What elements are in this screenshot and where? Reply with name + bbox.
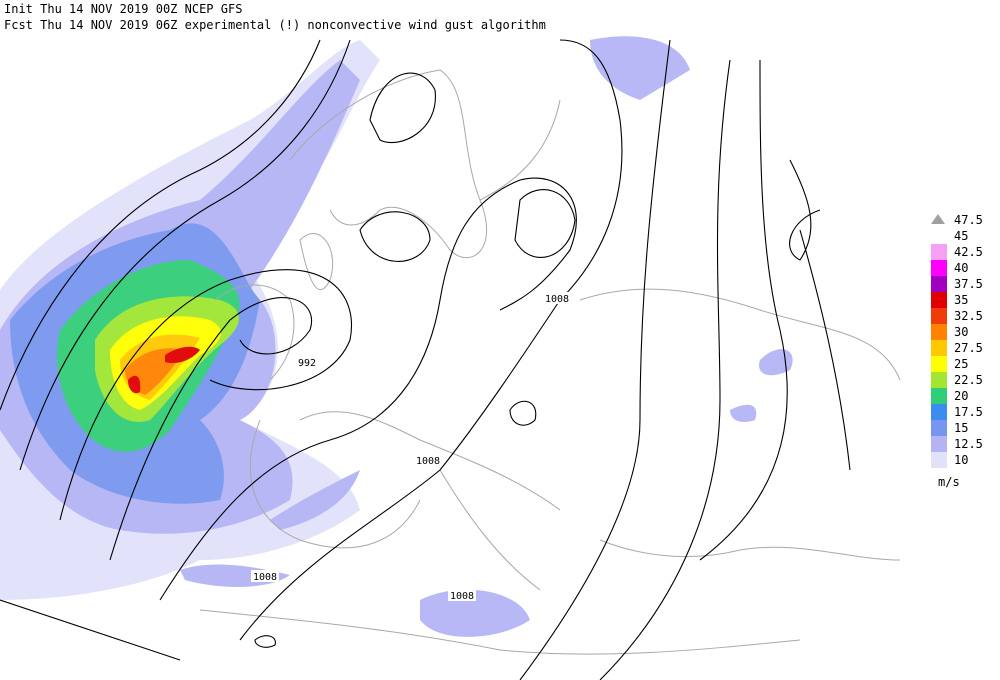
legend-swatch xyxy=(931,244,947,260)
legend-label: 35 xyxy=(954,293,968,307)
legend-swatch xyxy=(931,260,947,276)
legend-label: 42.5 xyxy=(954,245,983,259)
legend-label: 30 xyxy=(954,325,968,339)
legend-swatch xyxy=(931,308,947,324)
gust-shading xyxy=(0,36,793,637)
legend-label: 15 xyxy=(954,421,968,435)
legend-label: 45 xyxy=(954,229,968,243)
legend-label: 22.5 xyxy=(954,373,983,387)
legend-swatch xyxy=(931,228,947,244)
gust-patches xyxy=(180,36,793,637)
isobar-label: 1008 xyxy=(545,294,569,305)
header-init: Init Thu 14 NOV 2019 00Z NCEP GFS xyxy=(4,2,242,16)
legend-label: 20 xyxy=(954,389,968,403)
legend-label: 10 xyxy=(954,453,968,467)
legend-label: 12.5 xyxy=(954,437,983,451)
header-forecast: Fcst Thu 14 NOV 2019 06Z experimental (!… xyxy=(4,18,546,32)
isobar-label: 1008 xyxy=(253,572,277,583)
legend-label: 40 xyxy=(954,261,968,275)
isobar-label: 992 xyxy=(298,358,316,369)
legend-label: 27.5 xyxy=(954,341,983,355)
legend-swatch xyxy=(931,340,947,356)
legend-swatch xyxy=(931,356,947,372)
isobar-label: 1008 xyxy=(450,591,474,602)
isobar-label: 1008 xyxy=(416,456,440,467)
legend-swatch xyxy=(931,388,947,404)
legend-swatch xyxy=(931,420,947,436)
legend-swatch xyxy=(931,324,947,340)
gust-35 xyxy=(128,346,200,394)
legend-unit: m/s xyxy=(938,475,960,489)
legend-label: 47.5 xyxy=(954,213,983,227)
isobars xyxy=(0,39,851,680)
legend-swatch xyxy=(931,372,947,388)
legend-swatch xyxy=(931,276,947,292)
legend: 47.5 45 42.5 40 37.5 35 32.5 30 27.5 25 22.5 20 17.5… xyxy=(931,213,983,468)
legend-triangle xyxy=(931,214,945,224)
legend-swatch xyxy=(931,404,947,420)
legend-swatch xyxy=(931,292,947,308)
legend-swatch xyxy=(931,436,947,452)
legend-label: 32.5 xyxy=(954,309,983,323)
legend-swatch xyxy=(931,452,947,468)
legend-label: 37.5 xyxy=(954,277,983,291)
coastlines xyxy=(199,69,901,655)
legend-label: 17.5 xyxy=(954,405,983,419)
isobar-labels: 1008 992 1008 1008 1008 xyxy=(251,292,571,602)
legend-label: 25 xyxy=(954,357,968,371)
